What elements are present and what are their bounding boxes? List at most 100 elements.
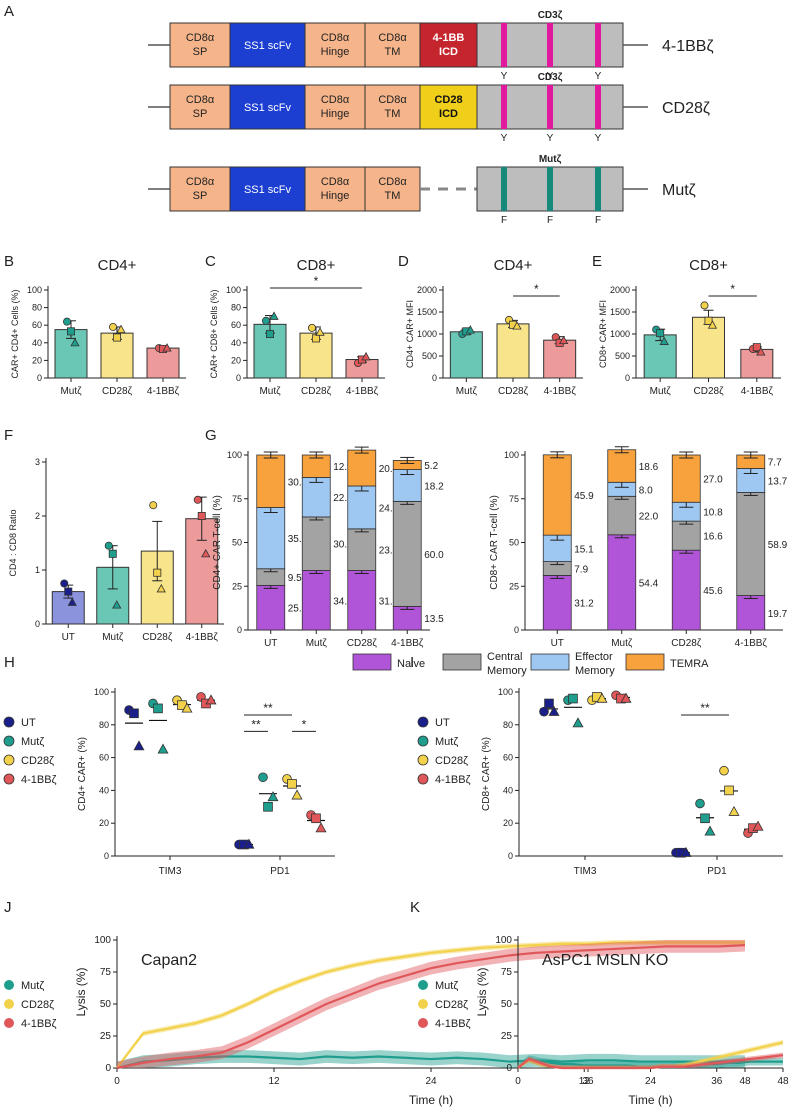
y-tick-label: 2000 xyxy=(610,285,630,295)
y-axis-label: CAR+ CD8+ Cells (%) xyxy=(209,289,219,378)
x-axis-label: Time (h) xyxy=(628,1093,672,1107)
x-tick-label: 4-1BBζ xyxy=(741,386,774,397)
block-hinge-text: Hinge xyxy=(321,190,350,202)
y-axis-label: CD4 : CD8 Ratio xyxy=(8,509,18,576)
data-point xyxy=(291,789,303,800)
data-point xyxy=(133,740,145,751)
panel-letter-A: A xyxy=(4,3,14,20)
data-point xyxy=(70,337,80,347)
data-point xyxy=(659,336,669,345)
y-tick-label: 0 xyxy=(432,373,437,383)
y-tick-label: 40 xyxy=(503,785,513,795)
panel-letter-E: E xyxy=(592,253,602,270)
residue-label: F xyxy=(547,215,553,226)
block-cd28-icd-text: CD28 xyxy=(434,94,462,106)
domain-label: CD3ζ xyxy=(538,10,563,21)
legend-marker xyxy=(417,754,429,766)
data-point xyxy=(544,698,554,709)
block-hinge-text: CD8α xyxy=(321,176,350,188)
block-cd28-icd xyxy=(419,84,478,130)
x-tick-label: 0 xyxy=(114,1076,120,1087)
y-tick-label: 1000 xyxy=(610,329,630,339)
y-tick-label: 25 xyxy=(509,581,519,591)
error-band xyxy=(518,1052,783,1068)
legend-label: 4-1BBζ xyxy=(435,1018,471,1030)
data-point xyxy=(728,805,740,816)
data-point xyxy=(700,301,709,310)
legend-marker xyxy=(418,980,428,990)
residue-label: Y xyxy=(501,133,508,144)
x-tick-label: CD28ζ xyxy=(347,638,378,649)
stack-segment xyxy=(256,454,286,508)
residue-label: Y xyxy=(595,71,602,82)
data-point xyxy=(568,693,578,704)
data-point xyxy=(104,541,113,550)
y-tick-label: 100 xyxy=(495,935,512,946)
sig-label: ** xyxy=(700,701,710,715)
itam-mark xyxy=(547,167,553,211)
x-tick-label: 4-1BBζ xyxy=(544,386,577,397)
y-tick-label: 0 xyxy=(236,373,241,383)
y-tick-label: 3 xyxy=(35,457,40,467)
segment-value-label: 18.6 xyxy=(639,462,659,473)
block-tm xyxy=(364,84,421,130)
block-hinge-text: CD8α xyxy=(321,32,350,44)
data-point xyxy=(704,825,716,836)
data-point xyxy=(197,512,206,521)
data-point xyxy=(465,325,475,334)
legend-swatch xyxy=(530,653,570,671)
segment-value-label: 35.0 xyxy=(288,534,308,545)
data-point xyxy=(311,334,320,343)
data-point xyxy=(265,329,274,338)
data-point xyxy=(596,692,608,703)
y-tick-label: 0 xyxy=(237,625,242,635)
data-point xyxy=(707,320,718,329)
y-tick-label: 80 xyxy=(99,720,109,730)
data-point xyxy=(181,702,193,713)
data-point xyxy=(64,587,73,596)
y-tick-label: 0 xyxy=(105,1063,111,1074)
legend-label: 4-1BBζ xyxy=(21,1018,57,1030)
panel-letter-G: G xyxy=(205,427,217,444)
data-point xyxy=(157,743,169,754)
segment-value-label: 10.8 xyxy=(703,508,723,519)
data-point xyxy=(752,343,761,352)
y-axis-label: Lysis (%) xyxy=(74,968,88,1017)
data-point xyxy=(109,322,118,331)
block-tm xyxy=(364,22,421,68)
x-tick-label: UT xyxy=(62,632,75,643)
y-tick-label: 25 xyxy=(501,1031,513,1042)
segment-value-label: 45.9 xyxy=(574,491,594,502)
block-tm-text: CD8α xyxy=(378,94,407,106)
x-tick-label: Mutζ xyxy=(60,386,82,397)
y-tick-label: 25 xyxy=(232,581,242,591)
legend-marker xyxy=(418,1018,428,1028)
data-point xyxy=(153,568,162,577)
y-tick-label: 50 xyxy=(501,999,513,1010)
stack-segment xyxy=(736,595,766,631)
legend-label: Mutζ xyxy=(21,980,44,992)
stack-segment xyxy=(392,500,422,607)
y-tick-label: 75 xyxy=(501,967,513,978)
itam-mark xyxy=(595,85,601,129)
residue-label: Y xyxy=(547,133,554,144)
data-point xyxy=(724,785,734,796)
block-scfv xyxy=(229,22,306,68)
block-cd8-sp-text: SP xyxy=(193,46,208,58)
data-point xyxy=(162,343,172,352)
legend-label: Mutζ xyxy=(21,736,44,748)
segment-value-label: 20.5 xyxy=(379,464,399,475)
segment-value-label: 31.2 xyxy=(574,599,594,610)
block-scfv xyxy=(229,166,306,212)
segment-value-label: 22.0 xyxy=(639,512,659,523)
sig-label: * xyxy=(302,717,307,731)
construct-name: Mutζ xyxy=(662,182,696,199)
segment-value-label: 60.0 xyxy=(424,550,444,561)
x-tick-label: UT xyxy=(551,638,564,649)
sig-label: * xyxy=(730,282,735,296)
segment-value-label: 30.0 xyxy=(288,477,308,488)
construct-name: 4-1BBζ xyxy=(662,38,714,55)
segment-value-label: 18.2 xyxy=(424,481,444,492)
x-tick-label: 24 xyxy=(425,1076,437,1087)
construct-row-3: CD8α SP SS1 scFv CD8α Hinge CD8α TM Mutζ F F F Mutζ xyxy=(148,154,696,226)
